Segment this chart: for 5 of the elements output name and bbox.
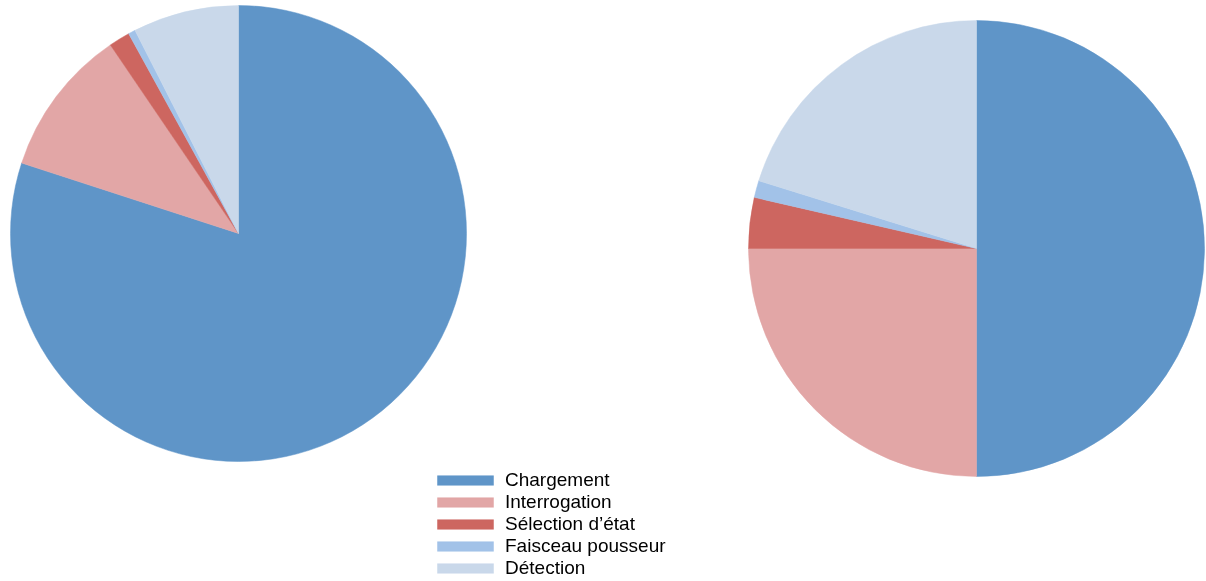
legend-label: Sélection d’état <box>505 513 635 535</box>
legend-label: Interrogation <box>505 491 612 513</box>
legend-label: Faisceau pousseur <box>505 535 666 557</box>
legend-label: Détection <box>505 557 586 579</box>
legend-label: Chargement <box>505 469 610 491</box>
